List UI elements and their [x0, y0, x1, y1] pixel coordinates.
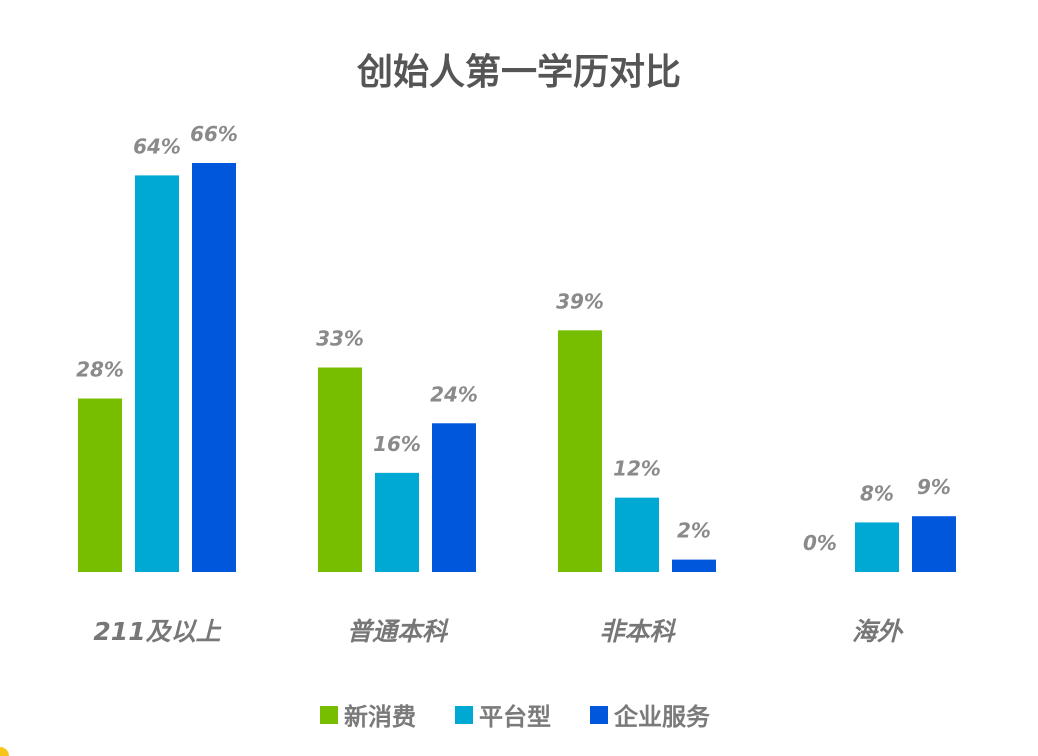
bar: [192, 163, 236, 572]
legend-swatch: [455, 706, 473, 724]
legend-swatch: [320, 706, 338, 724]
data-label: 0%: [803, 531, 837, 555]
data-label: 24%: [430, 382, 478, 406]
bar: [558, 330, 602, 572]
x-tick-label: 海外: [852, 617, 904, 646]
legend-label: 平台型: [479, 703, 551, 731]
corner-decoration: [0, 747, 9, 756]
legend-label: 新消费: [344, 703, 416, 731]
bar: [78, 398, 122, 572]
bar: [912, 516, 956, 572]
data-label: 9%: [917, 475, 951, 499]
bar: [615, 497, 659, 572]
legend-swatch: [590, 706, 608, 724]
data-label: 66%: [190, 122, 238, 146]
bar: [318, 367, 362, 572]
legend-label: 企业服务: [614, 703, 711, 731]
data-label: 33%: [316, 327, 364, 351]
data-label: 16%: [373, 432, 421, 456]
data-label: 12%: [613, 457, 661, 481]
data-label: 39%: [556, 289, 604, 313]
chart-title: 创始人第一学历对比: [357, 51, 681, 93]
bar: [135, 175, 179, 573]
bar: [432, 423, 476, 572]
bar: [855, 522, 899, 572]
data-label: 28%: [76, 357, 124, 381]
bar: [375, 472, 419, 572]
bar: [672, 559, 716, 572]
data-label: 64%: [133, 134, 181, 158]
x-tick-label: 普通本科: [347, 617, 449, 646]
x-tick-label: 非本科: [599, 617, 676, 646]
x-tick-label: 211及以上: [93, 617, 221, 646]
data-label: 8%: [860, 481, 894, 505]
data-label: 2%: [677, 519, 711, 543]
